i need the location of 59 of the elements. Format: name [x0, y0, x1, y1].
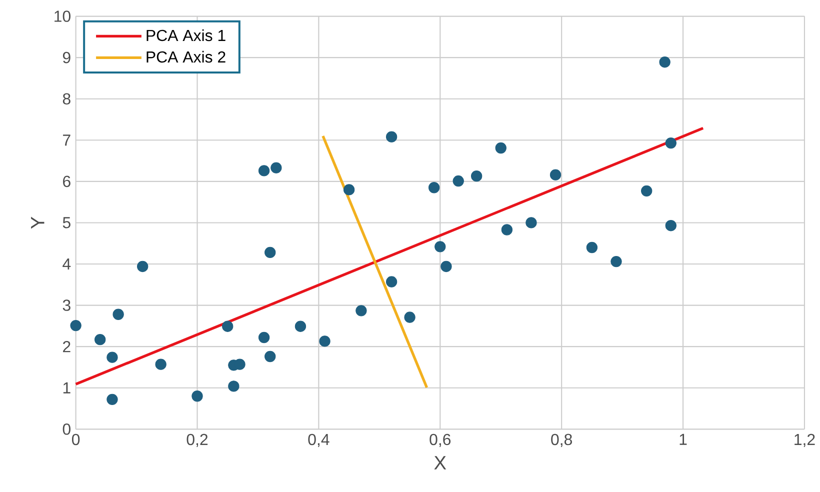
point [452, 176, 464, 187]
y-axis-title: Y [31, 216, 44, 229]
y-tick-label: 7 [63, 134, 70, 146]
point [356, 305, 367, 316]
point [94, 334, 106, 346]
y-tick-label: 2 [63, 341, 70, 352]
x-tick-label: 1,2 [794, 434, 815, 448]
point [264, 247, 276, 258]
legend-label: PCA Axis 1 [146, 30, 226, 42]
x-tick-label: 1 [680, 434, 687, 446]
y-tick-label: 10 [54, 10, 70, 22]
point [106, 394, 118, 406]
point [434, 241, 446, 252]
point [228, 380, 240, 392]
point [319, 336, 330, 347]
point [270, 162, 282, 174]
x-tick-label: 0,2 [186, 434, 208, 448]
x-tick-label: 0,8 [551, 434, 572, 448]
point [495, 142, 506, 154]
point [501, 224, 513, 236]
y-tick-label: 4 [62, 258, 71, 270]
point [155, 358, 166, 370]
point [641, 186, 652, 197]
point [294, 320, 306, 332]
point [112, 308, 124, 320]
point [526, 217, 537, 228]
x-tick-label: 0 [72, 434, 80, 446]
x-tick-label: 0,4 [308, 434, 330, 448]
point [610, 256, 622, 268]
point [665, 220, 676, 232]
point [264, 351, 276, 362]
point [440, 261, 452, 272]
point [258, 332, 270, 344]
point [386, 131, 398, 143]
point [343, 184, 355, 196]
y-tick-label: 1 [63, 382, 70, 394]
x-axis-title: X [434, 456, 446, 470]
point [386, 276, 398, 288]
point [659, 56, 670, 68]
point [222, 320, 234, 332]
point [258, 165, 270, 176]
y-tick-label: 6 [63, 176, 70, 188]
point [470, 170, 482, 182]
point [192, 390, 203, 402]
y-tick-label: 9 [62, 52, 70, 64]
point [550, 169, 562, 181]
point [404, 312, 416, 324]
point [586, 242, 598, 254]
legend-label: PCA Axis 2 [146, 51, 226, 63]
point [665, 138, 676, 149]
y-tick-label: 0 [62, 424, 70, 435]
point [428, 182, 440, 194]
y-tick-label: 8 [62, 93, 70, 105]
point [106, 352, 118, 364]
point [70, 320, 82, 332]
x-tick-label: 0,6 [430, 434, 451, 448]
y-tick-label: 3 [62, 300, 70, 312]
point [137, 261, 148, 272]
y-tick-label: 5 [62, 217, 70, 228]
